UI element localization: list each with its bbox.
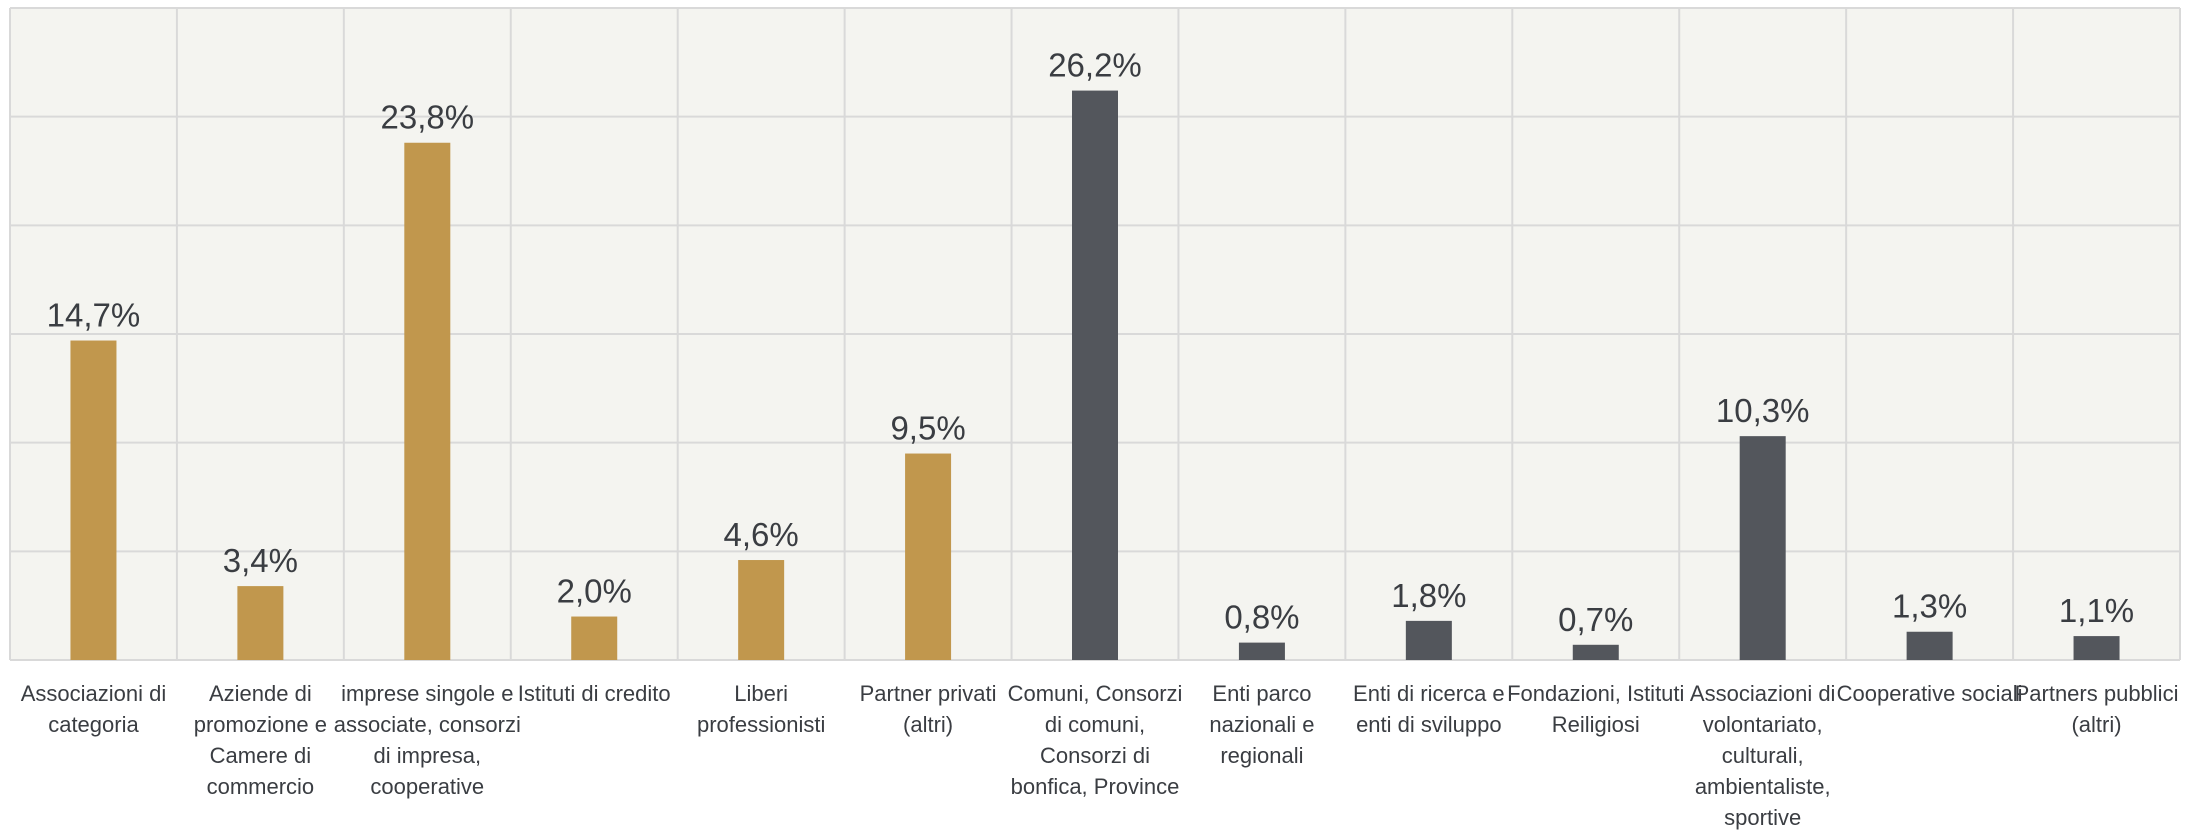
x-tick-label: Istituti di credito: [518, 681, 671, 706]
x-tick-label-line: enti di sviluppo: [1356, 712, 1502, 737]
x-tick-label-line: (altri): [903, 712, 953, 737]
x-tick-label-line: di impresa,: [374, 743, 482, 768]
x-tick-label-line: di comuni,: [1045, 712, 1145, 737]
x-tick-label-line: promozione e: [194, 712, 327, 737]
bar: [237, 586, 284, 660]
x-tick-label-line: regionali: [1220, 743, 1303, 768]
x-tick-label-line: Enti di ricerca e: [1353, 681, 1505, 706]
x-tick-label-line: nazionali e: [1209, 712, 1314, 737]
data-label: 0,7%: [1558, 601, 1633, 638]
x-tick-label-line: volontariato,: [1703, 712, 1823, 737]
x-tick-label: Liberi professionisti: [697, 681, 825, 737]
data-label: 1,3%: [1892, 588, 1967, 625]
x-tick-label-line: Camere di: [210, 743, 311, 768]
x-tick-label: Comuni, Consorzi di comuni, Consorzi di bon…: [1008, 681, 1183, 799]
bar: [70, 340, 117, 660]
x-tick-label-line: associate, consorzi: [334, 712, 521, 737]
x-tick-label: Associazioni di volontariato, culturali, am…: [1690, 681, 1836, 830]
bar-series: [70, 90, 2120, 660]
data-label: 9,5%: [890, 410, 965, 447]
bar: [1072, 90, 1118, 660]
bar: [905, 453, 952, 660]
x-tick-label-line: Consorzi di: [1040, 743, 1150, 768]
value-labels: 14,7% 3,4% 23,8% 2,0% 4,6% 9,5% 26,2% 0,8% 1,8% 0…: [47, 47, 2134, 638]
data-label: 14,7%: [47, 297, 141, 334]
bar: [1572, 644, 1619, 660]
x-tick-label: Enti di ricerca e enti di sviluppo: [1353, 681, 1505, 737]
x-tick-label-line: categoria: [48, 712, 139, 737]
x-tick-label-line: Associazioni di: [21, 681, 167, 706]
data-label: 23,8%: [381, 99, 475, 136]
x-tick-label-line: sportive: [1724, 805, 1801, 830]
x-tick-label-line: professionisti: [697, 712, 825, 737]
x-tick-label: Fondazioni, Istituti Reiligiosi: [1507, 681, 1684, 737]
bar: [1238, 642, 1285, 660]
x-tick-label-line: Istituti di credito: [518, 681, 671, 706]
bar: [1405, 620, 1452, 660]
x-tick-label-line: Comuni, Consorzi: [1008, 681, 1183, 706]
x-tick-label: Partner privati (altri): [860, 681, 997, 737]
x-tick-label-line: culturali,: [1722, 743, 1804, 768]
x-tick-label: Associazioni di categoria: [21, 681, 167, 737]
data-label: 4,6%: [724, 516, 799, 553]
x-tick-label: Partners pubblici (altri): [2015, 681, 2179, 737]
x-tick-label-line: Partner privati: [860, 681, 997, 706]
x-tick-label-line: Associazioni di: [1690, 681, 1836, 706]
x-tick-label-line: Cooperative sociali: [1837, 681, 2023, 706]
x-tick-label-line: Partners pubblici: [2015, 681, 2179, 706]
data-label: 10,3%: [1716, 392, 1810, 429]
bar: [738, 560, 785, 660]
x-tick-label: Cooperative sociali: [1837, 681, 2023, 706]
x-tick-label-line: Liberi: [734, 681, 788, 706]
x-tick-label-line: bonfica, Province: [1011, 774, 1180, 799]
data-label: 1,1%: [2059, 592, 2134, 629]
x-tick-label-line: Reiligiosi: [1552, 712, 1640, 737]
data-label: 1,8%: [1391, 577, 1466, 614]
category-labels: Associazioni di categoria Aziende di promoz…: [21, 681, 2179, 830]
x-tick-label-line: cooperative: [370, 774, 484, 799]
x-tick-label-line: ambientaliste,: [1695, 774, 1831, 799]
bar: [404, 142, 451, 660]
bar: [1739, 436, 1786, 660]
x-tick-label-line: Fondazioni, Istituti: [1507, 681, 1684, 706]
data-label: 2,0%: [557, 573, 632, 610]
x-tick-label-line: commercio: [207, 774, 315, 799]
x-tick-label-line: Enti parco: [1212, 681, 1311, 706]
bar: [571, 616, 618, 660]
data-label: 26,2%: [1048, 47, 1142, 84]
x-tick-label: Enti parco nazionali e regionali: [1209, 681, 1314, 768]
x-tick-label-line: (altri): [2071, 712, 2121, 737]
x-tick-label: Aziende di promozione e Camere di commercio: [194, 681, 327, 799]
x-tick-label-line: imprese singole e: [341, 681, 513, 706]
data-label: 3,4%: [223, 542, 298, 579]
bar: [2073, 636, 2120, 660]
bar: [1906, 631, 1953, 660]
x-tick-label-line: Aziende di: [209, 681, 312, 706]
x-tick-label: imprese singole e associate, consorzi di i…: [334, 681, 521, 799]
data-label: 0,8%: [1224, 599, 1299, 636]
